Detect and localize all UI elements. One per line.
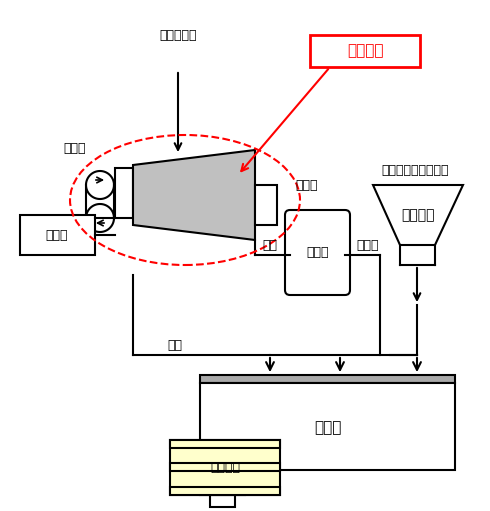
Text: 当該箇所: 当該箇所 [347, 43, 383, 58]
Polygon shape [115, 168, 133, 218]
Text: 液体: 液体 [263, 239, 277, 251]
Text: 混練機: 混練機 [314, 420, 341, 435]
Polygon shape [20, 215, 95, 255]
Text: 電動機: 電動機 [46, 228, 68, 242]
Polygon shape [200, 470, 245, 495]
Polygon shape [373, 185, 463, 245]
Polygon shape [255, 185, 277, 225]
Text: 濃縮液: 濃縮液 [357, 239, 379, 251]
Text: 減速機: 減速機 [295, 178, 318, 192]
Polygon shape [200, 383, 455, 470]
Polygon shape [170, 440, 280, 448]
Text: 濃縮器: 濃縮器 [306, 246, 329, 259]
Polygon shape [310, 35, 420, 67]
Polygon shape [170, 440, 280, 495]
Text: セメント: セメント [401, 208, 435, 222]
Polygon shape [200, 375, 455, 383]
Text: セメント供給ホッパ: セメント供給ホッパ [381, 164, 449, 176]
Text: 固体: 固体 [168, 338, 182, 352]
FancyBboxPatch shape [285, 210, 350, 295]
Polygon shape [170, 463, 280, 471]
Text: 脱水機: 脱水機 [64, 142, 86, 154]
Text: 液体廃棄物: 液体廃棄物 [159, 29, 197, 41]
Polygon shape [170, 487, 280, 495]
Text: ドラム缶: ドラム缶 [210, 461, 240, 474]
Polygon shape [210, 495, 235, 507]
Polygon shape [133, 150, 255, 240]
